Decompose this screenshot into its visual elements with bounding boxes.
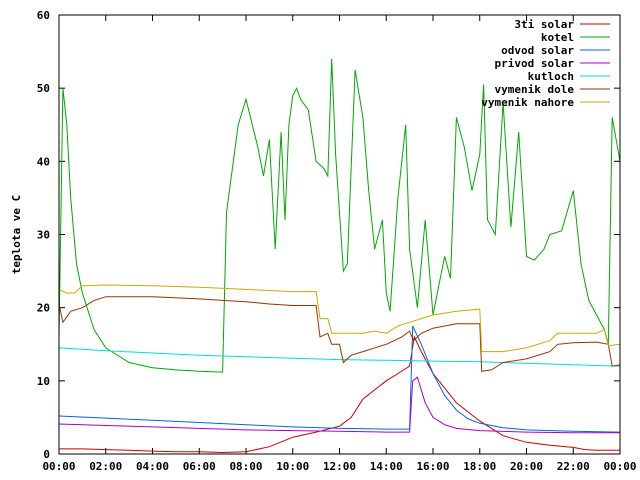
series-lines [58, 58, 621, 454]
x-tick-label: 20:00 [510, 460, 543, 473]
legend-label: privod solar [495, 57, 575, 70]
x-tick-label: 22:00 [557, 460, 590, 473]
series-line-vymenik-nahore [58, 284, 621, 353]
x-tick-label: 18:00 [463, 460, 496, 473]
x-tick-label: 04:00 [136, 460, 169, 473]
y-tick-label: 0 [43, 448, 50, 461]
series-line-kotel [58, 58, 621, 373]
legend-label: vymenik dole [495, 83, 575, 96]
series-line-odvod-solar [58, 325, 621, 433]
series-line-3ti-solar [59, 335, 620, 454]
x-tick-label: 00:00 [42, 460, 75, 473]
series-line-privod-solar [58, 376, 620, 434]
x-tick-label: 14:00 [370, 460, 403, 473]
y-tick-label: 50 [37, 82, 50, 95]
y-tick-label: 20 [37, 302, 50, 315]
series-line-kutloch [58, 347, 621, 367]
y-axis-label: teplota ve C [10, 195, 23, 274]
y-tick-label: 10 [37, 375, 50, 388]
x-tick-label: 10:00 [276, 460, 309, 473]
x-tick-label: 02:00 [89, 460, 122, 473]
x-tick-label: 00:00 [603, 460, 636, 473]
series-line-vymenik-dole [58, 296, 621, 372]
y-tick-label: 40 [37, 155, 50, 168]
x-tick-label: 06:00 [183, 460, 216, 473]
legend-label: kotel [541, 31, 574, 44]
legend-label: odvod solar [501, 44, 574, 57]
x-tick-label: 12:00 [323, 460, 356, 473]
y-axis-ticks: 0 10 20 30 40 50 60 [37, 9, 620, 461]
x-tick-label: 16:00 [416, 460, 449, 473]
x-tick-label: 08:00 [229, 460, 262, 473]
plot-frame [58, 14, 621, 455]
legend-label: 3ti solar [514, 18, 574, 31]
y-tick-label: 30 [37, 229, 50, 242]
legend-label: vymenik nahore [481, 96, 574, 109]
legend-label: kutloch [528, 70, 574, 83]
x-axis-ticks: 00:00 02:00 04:00 06:00 08:00 10:00 12:00 14:00… [42, 15, 637, 473]
y-tick-label: 60 [37, 9, 50, 22]
